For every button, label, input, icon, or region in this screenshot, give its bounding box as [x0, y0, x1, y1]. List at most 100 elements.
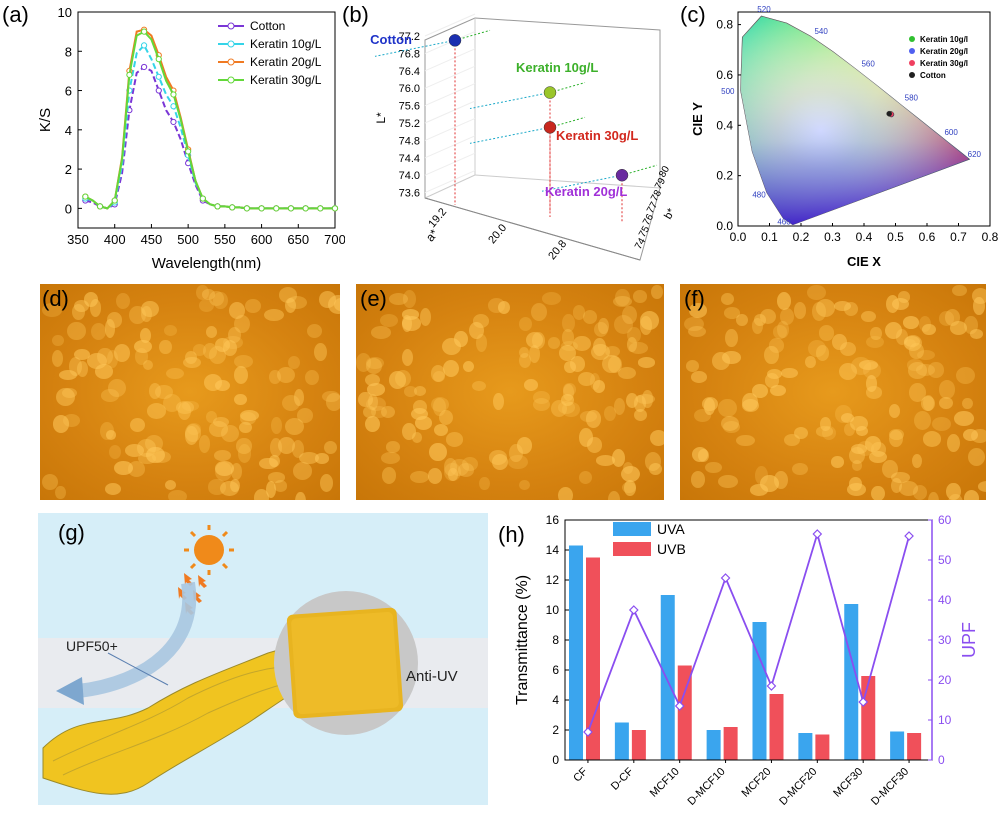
fiber-bead — [215, 337, 230, 352]
data-point — [140, 42, 148, 49]
fiber-bead — [967, 447, 985, 466]
fiber-bead — [532, 398, 550, 412]
fiber-bead — [77, 360, 89, 377]
fiber-bead — [292, 461, 313, 480]
fiber-bead — [839, 341, 856, 356]
fiber-bead — [253, 488, 270, 500]
x-tick-label: 550 — [214, 232, 236, 247]
fiber-bead — [939, 380, 955, 399]
fiber-bead — [237, 444, 252, 464]
fiber-bead — [364, 373, 381, 387]
fiber-bead — [236, 438, 252, 454]
fiber-bead — [866, 375, 878, 393]
legend-marker — [227, 40, 235, 48]
chart-c-cie-diagram: 0.0 0.1 0.2 0.3 0.4 0.5 0.6 0.7 0.8 0.0 0.2 0.4 0.6 0… — [690, 5, 999, 269]
fiber-bead — [51, 350, 63, 368]
fiber-bead — [108, 445, 121, 459]
fiber-bead — [268, 472, 286, 483]
data-point-2 — [543, 121, 557, 134]
series-line-keratin-10g-l — [85, 43, 335, 210]
data-point-3 — [615, 168, 629, 182]
fiber-bead — [855, 425, 868, 437]
fiber-bead — [152, 451, 172, 464]
data-point — [140, 28, 148, 35]
grid-line — [424, 83, 476, 107]
y-tick-label: 6 — [552, 663, 559, 677]
fiber-bead — [234, 394, 248, 406]
fiber-bead — [239, 409, 259, 422]
fiber-bead — [411, 432, 423, 444]
fiber-bead — [388, 292, 409, 306]
fiber-bead — [184, 350, 197, 364]
fiber-bead — [84, 291, 99, 307]
fiber-bead — [773, 325, 788, 339]
fiber-bead — [199, 298, 215, 312]
fiber-bead — [868, 450, 887, 464]
micrograph-cotton — [40, 284, 340, 500]
fiber-bead — [978, 480, 986, 492]
grid-line — [424, 152, 476, 176]
wavelength-label: 620 — [968, 150, 982, 159]
fiber-bead — [239, 421, 253, 434]
fiber-bead — [628, 342, 648, 355]
z-tick-label: 76.8 — [399, 48, 420, 60]
fiber-bead — [562, 402, 580, 417]
data-point-1 — [543, 86, 557, 99]
fiber-bead — [187, 422, 201, 436]
fiber-bead — [830, 455, 844, 468]
fiber-bead — [951, 284, 967, 297]
z-tick-label: 76.4 — [399, 66, 420, 78]
fiber-bead — [146, 403, 167, 420]
fiber-bead — [52, 414, 70, 433]
fiber-bead — [722, 350, 741, 364]
y-axis-label: Transmittance (%) — [514, 575, 531, 705]
data-point — [185, 148, 192, 155]
fiber-bead — [201, 289, 216, 301]
fiber-bead — [87, 353, 107, 370]
fiber-bead — [969, 328, 984, 339]
fiber-bead — [433, 398, 446, 417]
fiber-bead — [908, 362, 927, 379]
fiber-bead — [838, 363, 857, 381]
fiber-bead — [768, 338, 785, 354]
fiber-bead — [487, 298, 506, 313]
fiber-bead — [164, 325, 178, 337]
fiber-bead — [912, 484, 928, 500]
fiber-bead — [166, 368, 184, 380]
fiber-bead — [531, 303, 548, 321]
fiber-bead — [690, 471, 706, 489]
fiber-bead — [468, 321, 484, 339]
fiber-bead — [770, 384, 787, 397]
y-tick-label: 10 — [58, 5, 72, 20]
x-tick-label: 450 — [141, 232, 163, 247]
fiber-bead — [62, 413, 80, 428]
fiber-bead — [198, 435, 210, 453]
data-point — [258, 205, 265, 212]
fiber-bead — [363, 405, 377, 418]
fiber-bead — [912, 453, 923, 468]
projection-line — [541, 174, 623, 192]
fiber-bead — [402, 290, 416, 309]
fiber-bead — [105, 429, 117, 441]
fiber-bead — [811, 301, 826, 321]
fiber-bead — [291, 440, 305, 459]
cube-edge — [424, 197, 641, 261]
fiber-bead — [531, 332, 546, 350]
legend-label: Keratin 20g/l — [920, 47, 968, 56]
legend-marker — [909, 36, 915, 42]
bar-uvb-d-mcf20 — [815, 734, 830, 760]
fiber-bead — [523, 379, 538, 391]
fiber-bead — [586, 436, 603, 453]
fiber-bead — [595, 454, 616, 466]
bar-uva-d-cf — [614, 722, 629, 760]
fiber-bead — [572, 305, 586, 320]
z-tick-label: 74.4 — [399, 153, 420, 165]
fabric-swatch-icon — [274, 591, 418, 735]
fiber-bead — [315, 453, 329, 464]
fiber-bead — [182, 356, 202, 369]
chart-b-lab-3d: 77.2 76.8 76.4 76.0 75.6 75.2 74.8 74.4 74.0 73.6… — [370, 13, 678, 262]
fiber-bead — [270, 438, 283, 458]
fiber-bead — [215, 460, 234, 476]
z-tick-label: 74.8 — [399, 135, 420, 147]
fiber-bead — [529, 344, 541, 363]
